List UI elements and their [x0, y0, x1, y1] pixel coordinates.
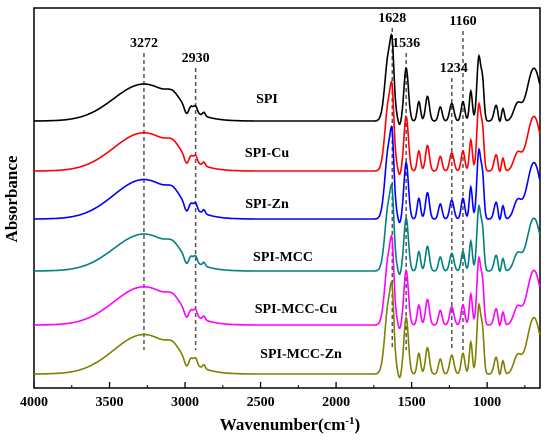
x-axis-title: Wavenumber(cm-1)	[220, 415, 360, 434]
series-labels: SPI SPI-Cu SPI-Zn SPI-MCC SPI-MCC-Cu SPI-MCC-…	[245, 92, 342, 362]
peak-label: 1536	[392, 36, 420, 51]
peak-label: 1160	[449, 14, 476, 29]
series-line	[33, 33, 541, 126]
peak-label: 1628	[378, 11, 406, 26]
peak-label: 2930	[182, 51, 210, 66]
series-label: SPI-MCC-Zn	[260, 347, 342, 362]
x-tick-label: 2000	[322, 395, 350, 410]
series-line	[34, 79, 541, 176]
x-tick-label: 4000	[20, 395, 48, 410]
peak-labels: 3272 2930 1628 1536 1234 1160	[130, 11, 477, 76]
x-tick-label: 2500	[247, 395, 275, 410]
x-axis-title-close: )	[355, 415, 361, 434]
series-label: SPI-MCC	[253, 250, 313, 265]
plot-frame	[33, 7, 541, 389]
x-axis-title-superscript: -1	[345, 415, 354, 427]
x-tick-label: 3500	[96, 395, 124, 410]
x-tick-label: 1000	[473, 395, 501, 410]
series-label: SPI-MCC-Cu	[255, 302, 338, 317]
x-tick-label: 3000	[171, 395, 199, 410]
x-axis-title-main: Wavenumber(cm	[220, 415, 346, 434]
peak-label: 3272	[130, 36, 158, 51]
y-axis-title: Absorbance	[2, 155, 21, 242]
series-line	[34, 233, 541, 330]
series-lines	[33, 33, 541, 379]
series-line	[33, 183, 541, 276]
x-axis-ticks: 4000 3500 3000 2500 2000 1500 1000	[20, 382, 526, 410]
series-label: SPI-Cu	[245, 146, 290, 161]
x-tick-label: 1500	[398, 395, 426, 410]
series-line	[34, 279, 541, 379]
peak-label: 1234	[440, 61, 468, 76]
series-label: SPI	[256, 92, 278, 107]
series-line	[34, 124, 541, 224]
series-label: SPI-Zn	[245, 197, 289, 212]
